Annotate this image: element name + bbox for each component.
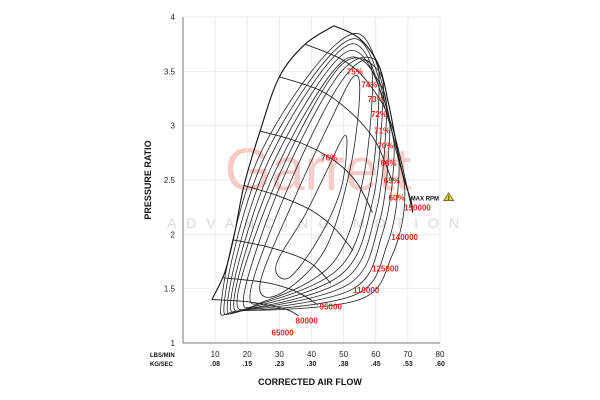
efficiency-island-70 <box>230 49 391 314</box>
speed-label: 140000 <box>391 233 418 242</box>
y-axis-title: PRESSURE RATIO <box>143 140 153 219</box>
speed-line-125000 <box>259 130 373 213</box>
speed-line-95000 <box>232 239 332 284</box>
x-tick-label: 40 <box>307 350 316 359</box>
max-rpm-label: MAX RPM <box>411 197 439 203</box>
x-unit-lbs: LBS/MIN <box>150 353 175 359</box>
x-axis-title: CORRECTED AIR FLOW <box>258 377 362 387</box>
y-tick-label: 1.5 <box>164 285 176 294</box>
efficiency-label: 65% <box>384 176 400 185</box>
speed-lines <box>211 43 414 317</box>
axes: 1 1.5 2 2.5 3 3.5 4 10 .08 20 .15 30 .23 40 .30 50 .38 60… <box>143 13 445 387</box>
efficiency-island-72 <box>236 57 384 311</box>
y-tick-label: 2 <box>171 230 176 239</box>
speed-label: 110000 <box>353 286 380 295</box>
x-tick-label-kg: .53 <box>403 361 413 368</box>
x-tick-label: 60 <box>371 350 380 359</box>
x-tick-label-kg: .30 <box>307 361 317 368</box>
efficiency-label: 70% <box>377 141 393 150</box>
speed-label: 80000 <box>296 316 319 325</box>
x-tick-label: 30 <box>275 350 284 359</box>
x-tick-label: 10 <box>211 350 220 359</box>
watermark: Garrett ADVANCING MOTION <box>167 136 469 231</box>
efficiency-island-65 <box>223 38 400 315</box>
x-tick-label: 20 <box>243 350 252 359</box>
x-tick-label-kg: .15 <box>242 361 252 368</box>
warning-icon <box>443 192 455 202</box>
efficiency-island-76 <box>275 135 348 280</box>
watermark-tagline: ADVANCING MOTION <box>167 215 469 231</box>
warning-icon-mark: ! <box>448 196 450 202</box>
chart-labels: 76% 75% 74% 73% 72% 71% 70% 68% 65% 60% 6500080000… <box>271 68 455 337</box>
y-tick-label: 3 <box>171 122 176 131</box>
speed-line-140000 <box>279 76 393 181</box>
x-unit-kg: KG/SEC <box>150 362 174 368</box>
choke-line <box>333 25 414 213</box>
efficiency-label: 75% <box>347 68 363 77</box>
efficiency-island-75 <box>259 74 361 298</box>
y-tick-label: 3.5 <box>164 67 176 76</box>
speed-label: 150000 <box>404 203 431 212</box>
surge-line <box>211 25 335 300</box>
efficiency-island-68 <box>226 43 395 315</box>
speed-line-65000 <box>211 299 299 317</box>
x-tick-label-kg: .08 <box>210 361 220 368</box>
speed-label: 125000 <box>372 264 399 273</box>
speed-label: 95000 <box>320 302 343 311</box>
speed-line-110000 <box>243 184 354 251</box>
efficiency-island-74 <box>249 59 373 305</box>
speed-label: 65000 <box>271 328 294 337</box>
x-tick-label: 80 <box>436 350 445 359</box>
x-tick-label-kg: .45 <box>371 361 381 368</box>
efficiency-label: 60% <box>389 194 405 203</box>
map-boundary <box>211 25 414 300</box>
x-tick-label-kg: .38 <box>339 361 349 368</box>
speed-line-80000 <box>223 277 319 306</box>
y-tick-label: 1 <box>171 339 176 348</box>
efficiency-label: 76% <box>321 153 337 162</box>
speed-line-150000 <box>304 43 414 213</box>
y-tick-label: 4 <box>171 13 176 22</box>
efficiency-island-73 <box>242 56 380 309</box>
x-tick-label: 70 <box>403 350 412 359</box>
efficiency-label: 71% <box>374 126 390 135</box>
y-tick-label: 2.5 <box>164 176 176 185</box>
x-tick-label-kg: .23 <box>275 361 285 368</box>
efficiency-label: 74% <box>361 81 377 90</box>
efficiency-label: 72% <box>371 110 387 119</box>
efficiency-label: 68% <box>381 159 397 168</box>
x-tick-label: 50 <box>339 350 348 359</box>
efficiency-label: 73% <box>368 95 384 104</box>
x-tick-label-kg: .60 <box>435 361 445 368</box>
efficiency-island-71 <box>233 56 388 312</box>
